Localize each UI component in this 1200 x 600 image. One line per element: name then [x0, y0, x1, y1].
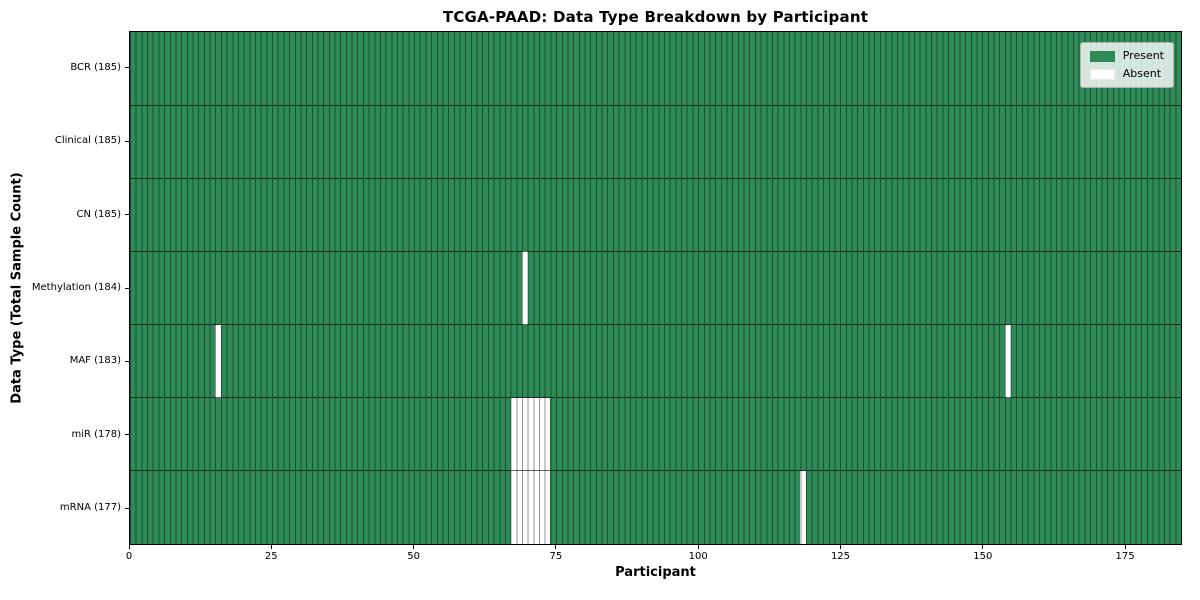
legend-absent-label: Absent [1122, 67, 1162, 80]
row-miR [130, 397, 1181, 471]
legend-present-swatch [1089, 50, 1115, 62]
row-Methylation [130, 251, 1181, 325]
bar-edge-lines [130, 324, 1181, 398]
y-tick-label-CN: CN (185) [76, 208, 121, 220]
row-Clinical [130, 105, 1181, 179]
absent-bar-mRNA-71 [533, 470, 540, 544]
y-tick-mark [125, 287, 129, 289]
x-tick-label-50: 50 [407, 551, 420, 562]
absent-bar-mRNA-73 [544, 470, 551, 544]
y-tick-label-BCR: BCR (185) [70, 61, 121, 73]
bar-edge-lines [130, 178, 1181, 252]
absent-bar-MAF-15 [215, 324, 221, 398]
y-tick-mark [125, 67, 129, 69]
absent-bar-Methylation-69 [521, 251, 528, 325]
x-tick-mark [839, 545, 841, 549]
x-tick-label-25: 25 [264, 551, 278, 562]
absent-bar-miR-70 [527, 397, 534, 471]
y-tick-mark [125, 360, 129, 362]
x-tick-mark [982, 545, 984, 549]
absent-bar-mRNA-67 [510, 470, 517, 544]
absent-bar-miR-67 [510, 397, 517, 471]
absent-bar-mRNA-118 [800, 470, 807, 544]
absent-bar-miR-73 [544, 397, 551, 471]
row-CN [130, 178, 1181, 252]
chart-title: TCGA-PAAD: Data Type Breakdown by Partic… [442, 8, 869, 26]
x-tick-label-0: 0 [125, 551, 133, 562]
absent-bar-miR-68 [516, 397, 522, 471]
y-tick-mark [125, 434, 129, 436]
x-tick-label-150: 150 [973, 551, 993, 562]
absent-bar-miR-72 [539, 397, 545, 471]
row-separator [130, 324, 1181, 326]
x-tick-mark [413, 545, 415, 549]
absent-bar-miR-69 [521, 397, 528, 471]
y-tick-label-mRNA: mRNA (177) [59, 502, 121, 514]
y-tick-mark [125, 214, 129, 216]
x-tick-label-75: 75 [549, 551, 563, 562]
y-tick-label-Clinical: Clinical (185) [54, 135, 121, 147]
y-tick-label-Methylation: Methylation (184) [31, 282, 121, 293]
absent-bar-mRNA-70 [527, 470, 534, 544]
bar-edge-lines [130, 32, 1181, 106]
row-mRNA [130, 470, 1181, 544]
x-tick-mark [697, 545, 699, 549]
absent-bar-mRNA-69 [521, 470, 528, 544]
x-tick-mark [555, 545, 557, 549]
row-separator [130, 250, 1181, 252]
x-tick-mark [1124, 545, 1126, 549]
plot-area: Present Absent [129, 31, 1182, 545]
y-tick-mark [125, 140, 129, 142]
row-MAF [130, 324, 1181, 398]
bar-edge-lines [130, 397, 1181, 471]
row-separator [130, 397, 1181, 399]
legend: Present Absent [1079, 42, 1174, 88]
bar-edge-lines [130, 251, 1181, 325]
absent-bar-mRNA-68 [516, 470, 522, 544]
legend-entry-present: Present [1089, 49, 1164, 62]
y-tick-label-miR: miR (178) [71, 428, 121, 440]
x-tick-label-175: 175 [1115, 551, 1135, 562]
x-axis-title: Participant [615, 565, 696, 580]
row-separator [130, 177, 1181, 179]
row-separator [130, 104, 1181, 106]
absent-bar-mRNA-72 [539, 470, 545, 544]
y-tick-mark [125, 507, 129, 509]
bar-edge-lines [130, 105, 1181, 179]
absent-bar-MAF-154 [1004, 324, 1011, 398]
legend-absent-swatch [1089, 68, 1115, 80]
row-BCR [130, 32, 1181, 106]
absent-bar-miR-71 [533, 397, 540, 471]
x-tick-label-125: 125 [830, 551, 851, 562]
y-tick-label-MAF: MAF (183) [69, 355, 121, 367]
legend-entry-absent: Absent [1089, 67, 1164, 80]
row-separator [130, 470, 1181, 472]
x-tick-mark [128, 545, 130, 549]
x-tick-label-100: 100 [688, 551, 708, 562]
x-tick-mark [270, 545, 272, 549]
legend-present-label: Present [1122, 49, 1164, 62]
bar-edge-lines [130, 470, 1181, 544]
